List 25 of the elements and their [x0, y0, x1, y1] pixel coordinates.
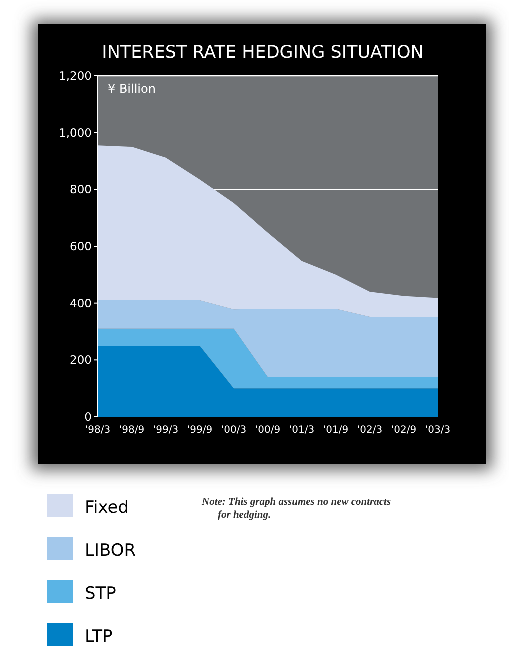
y-tick-label: 0 — [84, 410, 92, 424]
y-axis-title: ¥ Billion — [108, 82, 156, 96]
y-tick-label: 400 — [70, 296, 92, 310]
x-tick-label: '01/9 — [323, 425, 349, 436]
x-tick-label: '02/9 — [391, 425, 417, 436]
x-tick-label: '02/3 — [357, 425, 383, 436]
y-tick-label: 200 — [70, 353, 92, 368]
x-tick-label: '99/9 — [187, 425, 213, 436]
legend-label: STP — [85, 584, 116, 604]
x-tick-label: '00/3 — [221, 425, 247, 436]
x-tick-label: '98/3 — [85, 425, 111, 436]
y-tick-label: 1,000 — [59, 126, 92, 140]
chart-title: INTEREST RATE HEDGING SITUATION — [102, 43, 424, 63]
y-tick-label: 1,200 — [59, 69, 92, 83]
legend-label: Fixed — [85, 498, 130, 518]
x-tick-label: '01/3 — [289, 425, 315, 436]
x-tick-label: '99/3 — [153, 425, 179, 436]
y-tick-label: 800 — [70, 182, 92, 197]
legend-label: LTP — [85, 627, 113, 647]
y-tick-label: 600 — [70, 240, 92, 254]
x-tick-label: '00/9 — [255, 425, 281, 436]
text: Note: This graph assumes no new contracts for hedging. — [201, 497, 392, 521]
x-tick-label: '03/3 — [425, 425, 451, 436]
legend-label: LIBOR — [85, 541, 136, 561]
x-tick-label: '98/9 — [119, 425, 145, 436]
